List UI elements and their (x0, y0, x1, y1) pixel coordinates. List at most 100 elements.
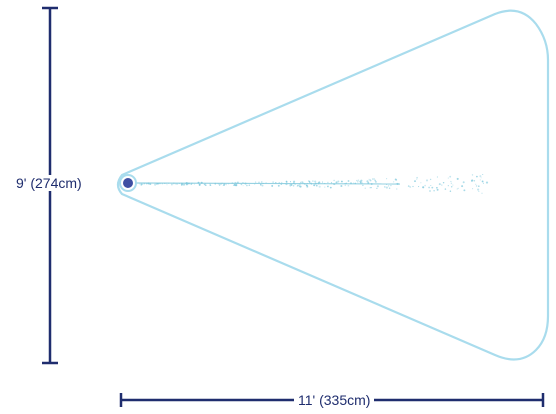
coverage-area-outline (116, 9, 550, 361)
spray-particle (306, 185, 309, 187)
spray-particle (217, 182, 219, 185)
spray-particle (370, 182, 373, 186)
spray-particle (344, 184, 347, 187)
spray-particle (372, 178, 374, 180)
spray-particle (359, 180, 362, 183)
spray-particle (297, 184, 299, 187)
spray-core-line (135, 182, 401, 185)
spray-particle (166, 182, 168, 184)
spray-particle (254, 183, 256, 185)
spray-particle (481, 192, 483, 194)
spray-particle (447, 177, 449, 179)
spray-particle (394, 178, 397, 181)
spray-particle (301, 181, 304, 184)
spray-particle (318, 185, 321, 188)
spray-particle (347, 184, 350, 187)
spray-particle (168, 182, 170, 184)
spray-particle (185, 182, 188, 185)
spray-particle (204, 182, 206, 185)
spray-particle (364, 187, 366, 189)
spray-particle (436, 186, 438, 189)
spray-particle (172, 182, 175, 185)
spray-particle (299, 181, 302, 184)
spray-particle (190, 183, 193, 186)
spray-particle (450, 186, 453, 188)
spray-particle (147, 182, 150, 185)
spray-particle (310, 182, 312, 185)
sensor-dot-icon (119, 174, 137, 192)
spray-particle (139, 183, 141, 185)
spray-particle (223, 184, 225, 187)
spray-particle (308, 180, 311, 183)
spray-particle (478, 185, 480, 187)
spray-particle (456, 188, 458, 190)
spray-particle (414, 180, 416, 183)
spray-particle (301, 181, 303, 183)
spray-particle (314, 180, 317, 183)
spray-particle (292, 182, 295, 185)
spray-particle (303, 182, 305, 185)
spray-particle (327, 185, 329, 188)
spray-particle (241, 182, 244, 184)
spray-particle (442, 181, 445, 184)
spray-particle (353, 182, 355, 184)
spray-particle (479, 175, 482, 178)
spray-particle (262, 182, 264, 184)
spray-particle (482, 182, 484, 184)
spray-particle (236, 181, 239, 184)
spray-particle (246, 184, 248, 187)
spray-particle (481, 180, 484, 183)
spray-particle (340, 184, 343, 188)
spray-particle (200, 181, 203, 184)
spray-particle (259, 183, 262, 186)
spray-particle (265, 182, 267, 184)
spray-particle (436, 176, 438, 178)
spray-particle (396, 188, 398, 190)
spray-particle (324, 182, 326, 184)
spray-particle (261, 184, 264, 187)
spray-particle (306, 182, 308, 185)
spray-particle (461, 185, 464, 188)
spray-particle (180, 183, 183, 186)
spray-particle (384, 186, 386, 188)
spray-particle (182, 183, 185, 186)
spray-particle (485, 181, 489, 184)
spray-particle (344, 182, 346, 185)
spray-particle (433, 189, 435, 192)
spray-particle (164, 182, 166, 184)
spray-particle (146, 183, 148, 185)
spray-particle (330, 182, 333, 184)
spray-particle (333, 179, 335, 182)
spray-particle (304, 183, 306, 186)
spray-particle (289, 181, 292, 183)
spray-particle (356, 180, 358, 182)
spray-particle (385, 186, 388, 189)
spray-particle (354, 182, 357, 185)
spray-particle (280, 183, 283, 185)
spray-particle (232, 185, 234, 186)
spray-particle (478, 190, 480, 193)
spray-particle (357, 179, 360, 182)
spray-particle (457, 187, 459, 189)
spray-particle (340, 180, 343, 183)
spray-particle (463, 189, 466, 192)
spray-particle (248, 184, 251, 186)
spray-particle (294, 183, 296, 185)
spray-particle (386, 183, 388, 185)
spray-particle (360, 182, 363, 184)
spray-particle (214, 182, 217, 185)
spray-particle (422, 186, 425, 189)
spray-particle (285, 180, 288, 183)
spray-particle (373, 178, 375, 180)
spray-particle (181, 182, 183, 185)
spray-particle (240, 183, 243, 186)
spray-particle (280, 181, 283, 184)
spray-particle (357, 181, 359, 183)
spray-particle (337, 180, 340, 183)
spray-particle (431, 186, 434, 189)
spray-particle (157, 182, 159, 185)
spray-particle (420, 182, 422, 184)
spray-particle (258, 181, 260, 184)
spray-particle (480, 177, 482, 179)
